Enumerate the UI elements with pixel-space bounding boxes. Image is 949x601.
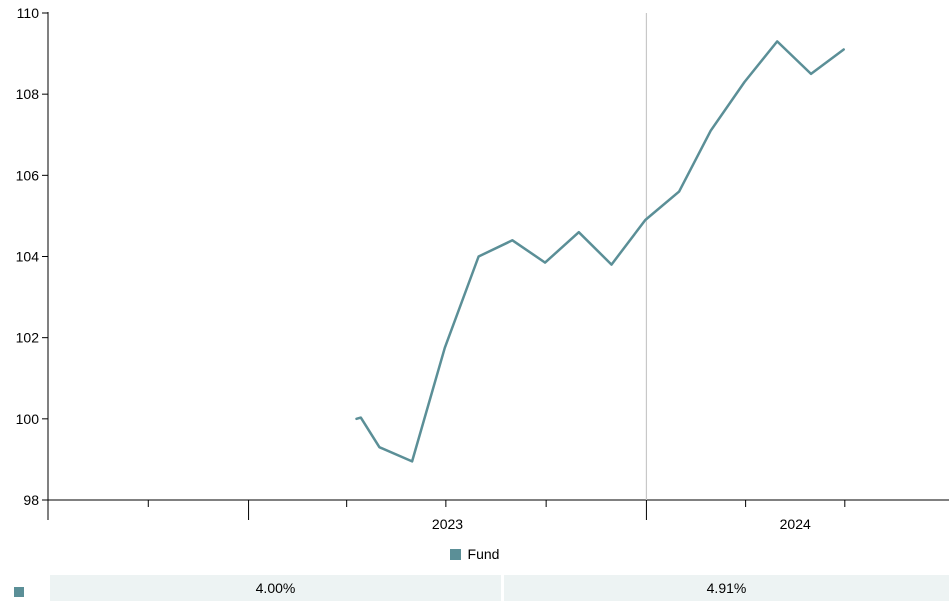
legend-swatch-fund — [449, 549, 461, 560]
fund-line-chart: 98 100 102 104 106 108 110 2023 2024 — [16, 5, 949, 532]
y-axis: 98 100 102 104 106 108 110 — [16, 5, 49, 508]
y-tick-label: 98 — [23, 492, 39, 508]
returns-row: 4.00% 4.91% — [0, 575, 949, 601]
y-tick-label: 106 — [16, 167, 40, 183]
y-tick-label: 104 — [16, 249, 40, 265]
x-tick-label: 2024 — [780, 516, 811, 532]
y-tick-label: 102 — [16, 330, 40, 346]
series-line-fund — [355, 40, 845, 463]
returns-swatch-fund — [14, 587, 24, 597]
y-tick-label: 100 — [16, 411, 40, 427]
legend-label-fund: Fund — [467, 546, 500, 562]
y-tick-label: 110 — [17, 5, 40, 21]
x-tick-label: 2023 — [432, 516, 463, 532]
returns-cell-2023: 4.00% — [50, 575, 501, 601]
y-tick-label: 108 — [16, 86, 40, 102]
returns-cell-2024: 4.91% — [504, 575, 949, 601]
x-axis: 2023 2024 — [47, 499, 949, 532]
legend: Fund — [0, 544, 949, 564]
